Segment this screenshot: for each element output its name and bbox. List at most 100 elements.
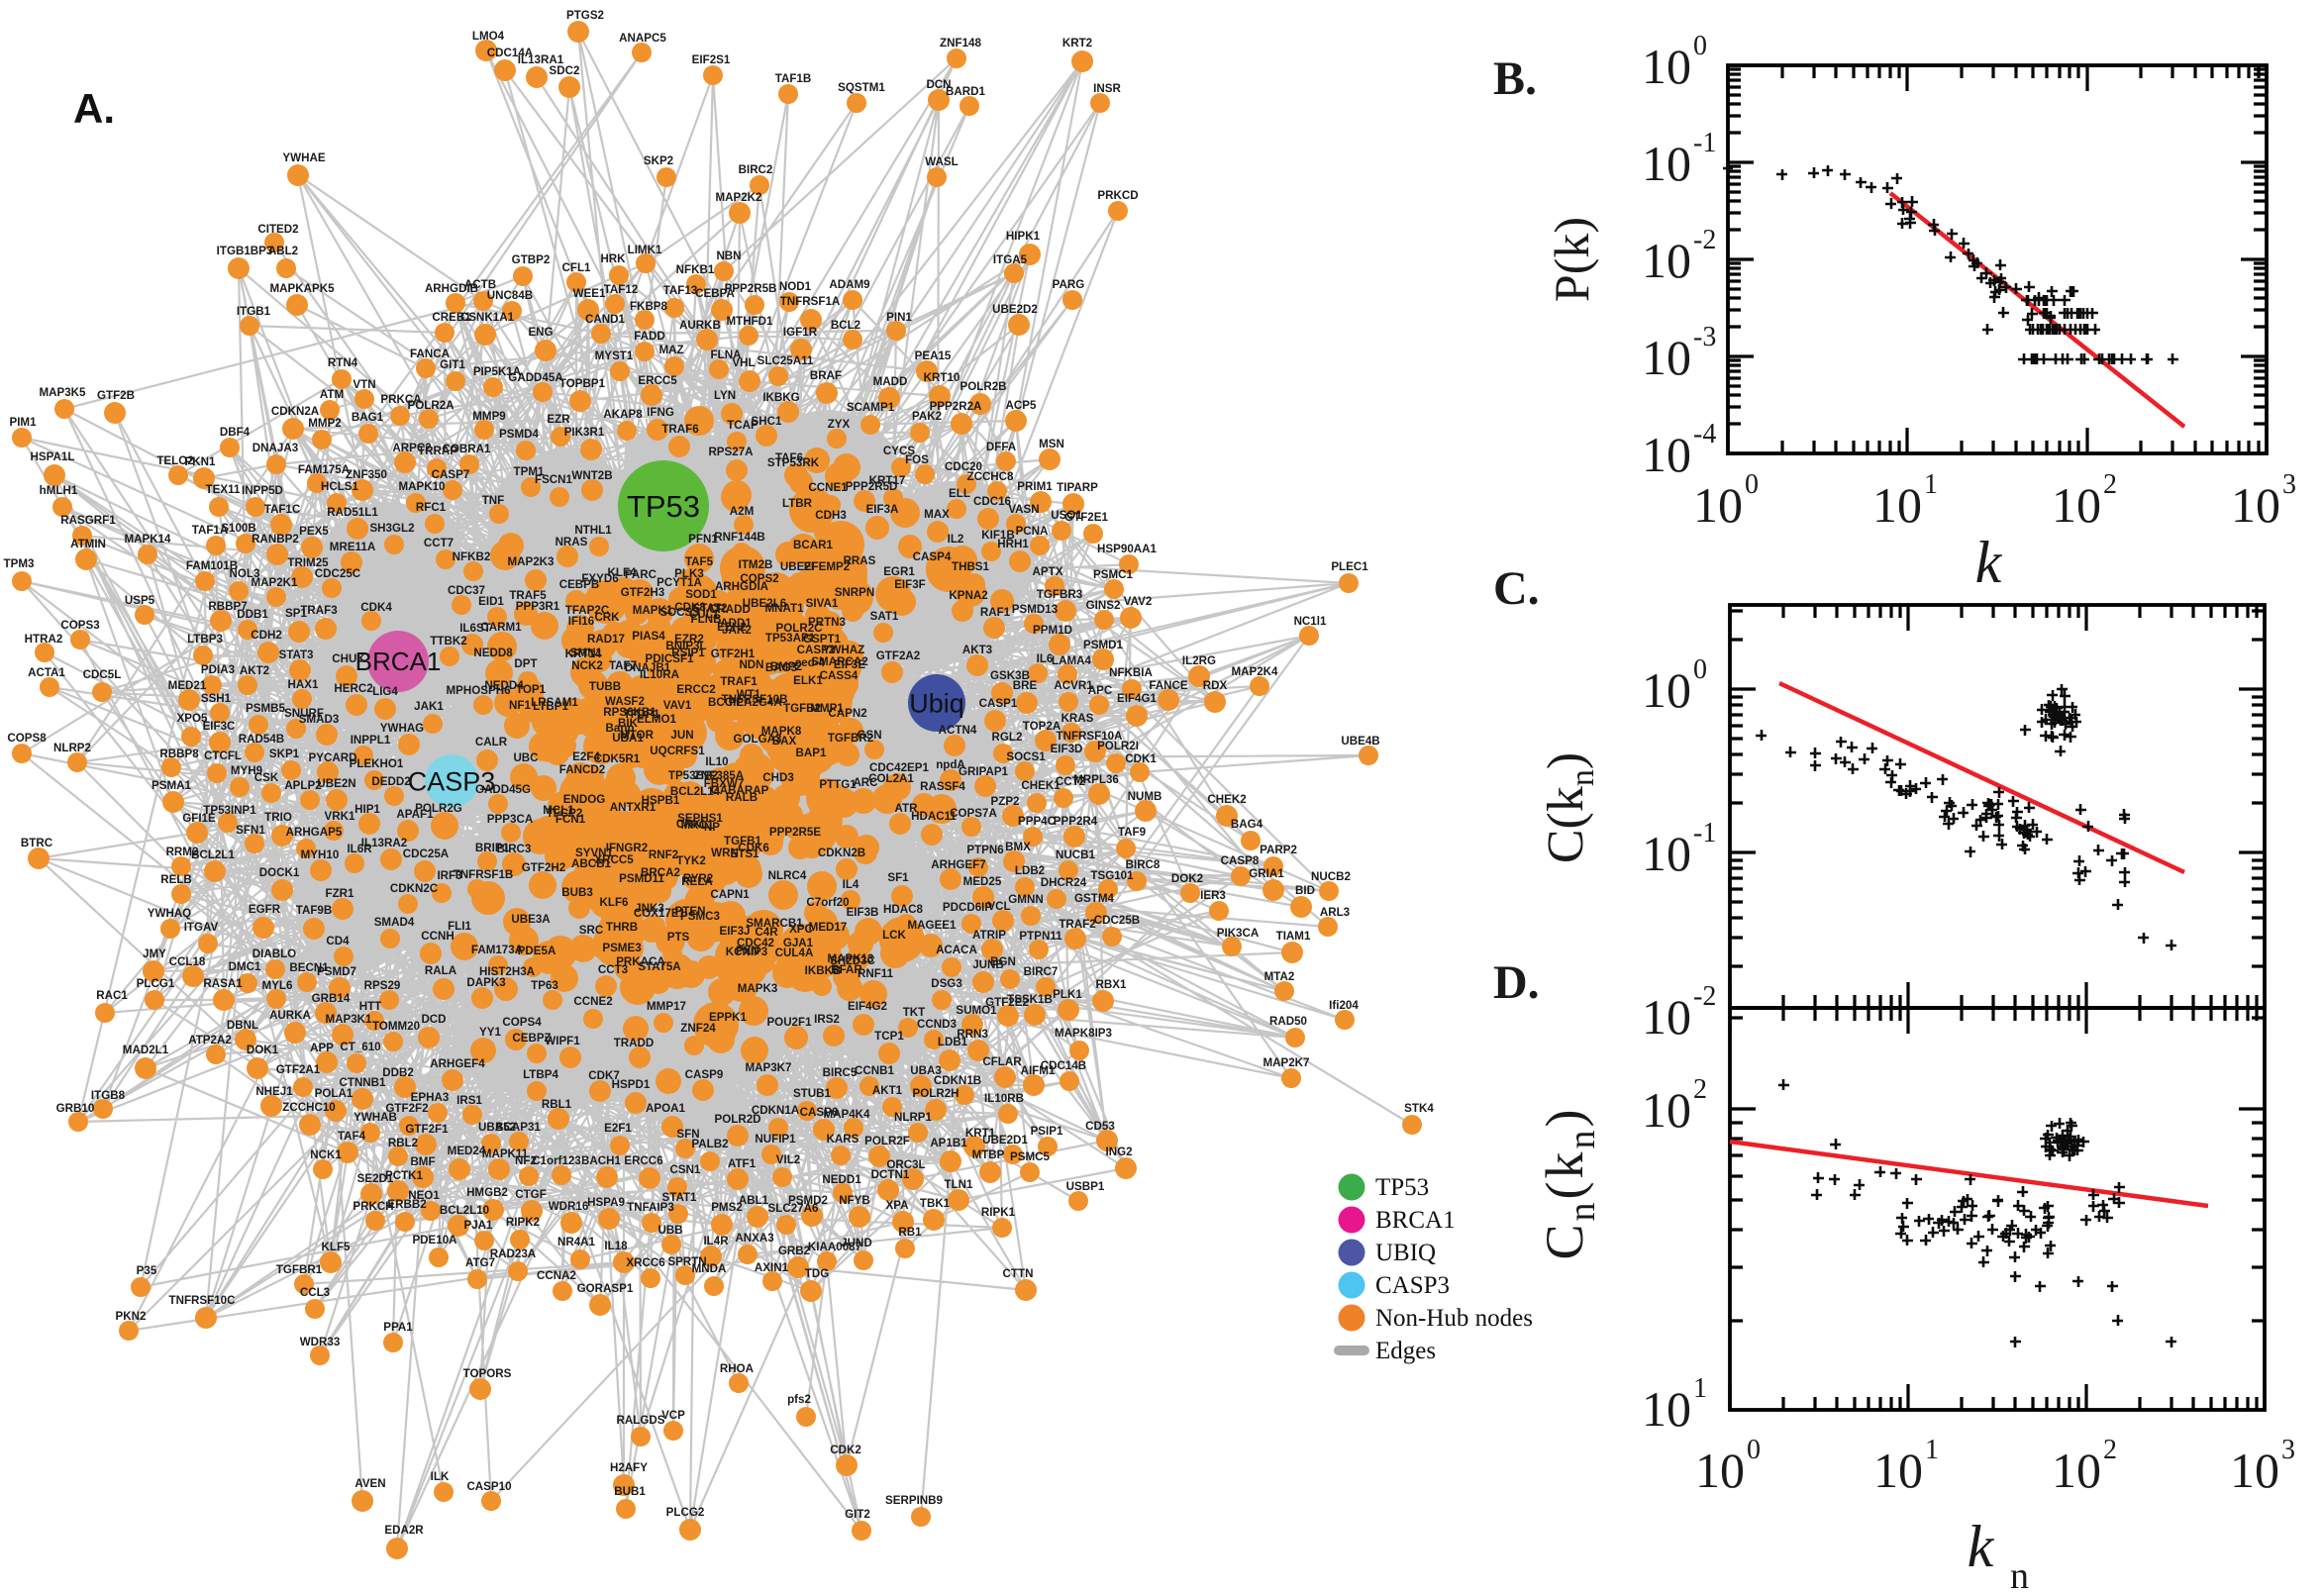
svg-text:SSH1: SSH1 <box>201 692 232 705</box>
svg-text:UBE2D1: UBE2D1 <box>982 1134 1028 1147</box>
svg-text:IL4: IL4 <box>843 878 859 891</box>
svg-text:TGFBR2: TGFBR2 <box>828 732 873 745</box>
svg-text:BRCA2: BRCA2 <box>641 866 680 879</box>
svg-text:RALGDS: RALGDS <box>617 1414 665 1427</box>
svg-text:FSCN1: FSCN1 <box>535 473 573 486</box>
svg-text:PPP2R5B: PPP2R5B <box>725 282 777 295</box>
svg-text:RB1: RB1 <box>898 1226 922 1239</box>
svg-text:SUMO1: SUMO1 <box>956 1004 997 1017</box>
svg-text:CHEK2: CHEK2 <box>1207 793 1246 806</box>
svg-text:BIRC3: BIRC3 <box>497 843 532 855</box>
svg-text:MAP3K7: MAP3K7 <box>745 1061 791 1074</box>
svg-text:BIK: BIK <box>618 717 639 730</box>
svg-text:HIST2H3A: HIST2H3A <box>479 965 536 978</box>
svg-text:KIAA0087: KIAA0087 <box>808 1241 861 1253</box>
svg-text:CCNH: CCNH <box>421 930 454 943</box>
svg-text:RBBP8: RBBP8 <box>159 748 199 760</box>
svg-text:PPP3R1: PPP3R1 <box>516 600 560 613</box>
svg-text:DDB2: DDB2 <box>382 1066 414 1079</box>
svg-text:C.: C. <box>1493 562 1540 615</box>
svg-text:YWHAB: YWHAB <box>354 1111 397 1124</box>
svg-text:PYCARD: PYCARD <box>309 751 357 764</box>
svg-text:10: 10 <box>1642 1381 1691 1437</box>
svg-text:UBE4B: UBE4B <box>1341 735 1379 748</box>
svg-text:JMY: JMY <box>143 948 166 960</box>
svg-text:CDC20: CDC20 <box>945 460 982 473</box>
svg-text:10: 10 <box>2230 1443 2279 1498</box>
svg-text:MCL1: MCL1 <box>543 804 574 817</box>
svg-text:PLCG2: PLCG2 <box>666 1506 705 1519</box>
svg-text:APOA1: APOA1 <box>646 1102 685 1115</box>
svg-text:INPPL1: INPPL1 <box>351 734 391 747</box>
svg-text:PLCG1: PLCG1 <box>137 977 175 990</box>
svg-text:SERPINB9: SERPINB9 <box>885 1494 944 1507</box>
svg-text:NR4A1: NR4A1 <box>557 1236 596 1248</box>
svg-text:ZCCHC8: ZCCHC8 <box>966 470 1014 483</box>
svg-text:WT1: WT1 <box>737 688 761 701</box>
svg-text:KRAS: KRAS <box>1061 712 1094 725</box>
svg-text:PTEN: PTEN <box>675 905 706 918</box>
svg-text:IL4R: IL4R <box>703 1235 729 1247</box>
svg-text:RAD51L1: RAD51L1 <box>327 506 378 519</box>
svg-text:UBE3A: UBE3A <box>511 913 551 926</box>
svg-text:PIAS4: PIAS4 <box>632 630 665 643</box>
svg-text:GTF2A2: GTF2A2 <box>876 649 920 662</box>
svg-text:HSPA9: HSPA9 <box>587 1196 625 1209</box>
svg-text:-1: -1 <box>1693 128 1716 158</box>
svg-text:ARHGAP5: ARHGAP5 <box>286 826 343 839</box>
svg-text:FLNB: FLNB <box>691 613 722 626</box>
svg-text:MRPL36: MRPL36 <box>1073 773 1119 786</box>
svg-text:PRKCD: PRKCD <box>1097 189 1138 202</box>
svg-text:S100B: S100B <box>221 522 255 535</box>
svg-text:UBC: UBC <box>513 751 539 764</box>
svg-text:SEPHS1: SEPHS1 <box>677 812 723 825</box>
svg-text:UBB: UBB <box>657 1224 682 1237</box>
svg-text:SLC27A6: SLC27A6 <box>768 1202 819 1215</box>
svg-text:RASGRF1: RASGRF1 <box>60 514 116 527</box>
svg-text:KLF5: KLF5 <box>322 1241 352 1253</box>
svg-text:PPP2R5E: PPP2R5E <box>769 826 821 839</box>
svg-text:MTBP: MTBP <box>972 1148 1005 1161</box>
svg-text:NFKBIA: NFKBIA <box>1109 666 1153 679</box>
svg-text:CHUK: CHUK <box>332 652 365 665</box>
svg-text:PSMD1: PSMD1 <box>1083 639 1123 651</box>
svg-text:YY1: YY1 <box>479 1026 501 1039</box>
svg-text:CALR: CALR <box>475 736 508 748</box>
svg-text:PRIM1: PRIM1 <box>1017 480 1053 493</box>
svg-text:DCN: DCN <box>926 78 951 91</box>
svg-text:PRKACA: PRKACA <box>616 955 665 968</box>
svg-text:CCT7: CCT7 <box>424 537 454 549</box>
svg-text:CASP3: CASP3 <box>1375 1272 1450 1299</box>
svg-text:PPP3CA: PPP3CA <box>487 813 534 826</box>
svg-text:HIPK1: HIPK1 <box>1006 230 1041 243</box>
svg-text:WEE1: WEE1 <box>573 287 606 300</box>
svg-text:PSMC3: PSMC3 <box>680 910 720 923</box>
svg-text:AP1B1: AP1B1 <box>930 1137 967 1149</box>
svg-text:TRAF6: TRAF6 <box>661 423 699 436</box>
svg-text:TAF4: TAF4 <box>338 1130 366 1143</box>
svg-text:PSMD11: PSMD11 <box>619 872 664 885</box>
svg-text:SE2D1: SE2D1 <box>357 1172 394 1185</box>
svg-text:DOCK1: DOCK1 <box>259 866 300 879</box>
svg-text:ACTB: ACTB <box>464 278 496 291</box>
svg-text:RAF1: RAF1 <box>980 606 1011 619</box>
svg-text:ETS1: ETS1 <box>731 848 760 860</box>
svg-text:10: 10 <box>1695 1443 1745 1498</box>
svg-text:GRB14: GRB14 <box>312 992 351 1005</box>
svg-text:NCK1: NCK1 <box>310 1148 342 1161</box>
svg-text:DDB1: DDB1 <box>237 608 268 621</box>
svg-text:PIN1: PIN1 <box>886 311 912 324</box>
svg-text:ARHGDIA: ARHGDIA <box>715 580 769 593</box>
svg-text:RAD17: RAD17 <box>587 633 625 646</box>
svg-text:RAC1: RAC1 <box>96 989 128 1002</box>
svg-text:TPM1: TPM1 <box>514 465 545 478</box>
svg-text:Non-Hub nodes: Non-Hub nodes <box>1375 1305 1533 1332</box>
svg-text:MED24: MED24 <box>448 1145 486 1157</box>
svg-text:NTHL1: NTHL1 <box>574 524 612 537</box>
svg-text:P(k): P(k) <box>1544 217 1599 302</box>
svg-text:MAPK13: MAPK13 <box>827 952 874 965</box>
svg-text:MAPK8: MAPK8 <box>761 725 802 738</box>
svg-text:CSNK1A1: CSNK1A1 <box>460 311 515 324</box>
svg-text:PLA2G4A: PLA2G4A <box>729 696 782 709</box>
svg-text:TAF6: TAF6 <box>775 451 804 464</box>
